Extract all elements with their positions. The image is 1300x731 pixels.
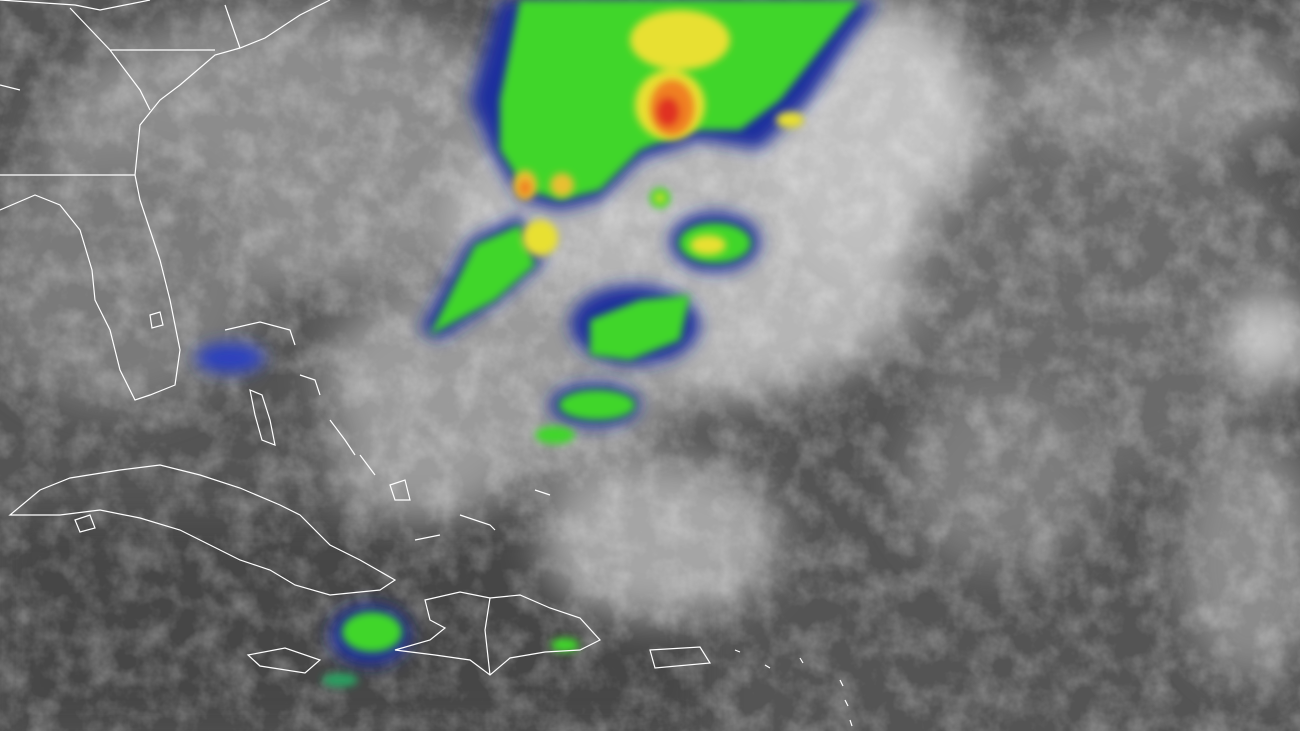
bahamas <box>224 321 551 541</box>
florida-coast <box>0 174 181 401</box>
lake-okeechobee <box>149 311 164 329</box>
cuba-coast <box>8 464 397 596</box>
coastlines <box>0 0 853 727</box>
jamaica-coast <box>246 647 322 674</box>
state-borders <box>0 0 241 176</box>
lesser-antilles <box>734 649 853 727</box>
us-east-coast <box>134 0 331 176</box>
haiti-border <box>484 597 491 676</box>
isle-of-youth <box>74 514 96 533</box>
puerto-rico-coast <box>649 646 712 669</box>
hispaniola-coast <box>394 591 601 676</box>
storm-enhancement <box>195 0 880 687</box>
